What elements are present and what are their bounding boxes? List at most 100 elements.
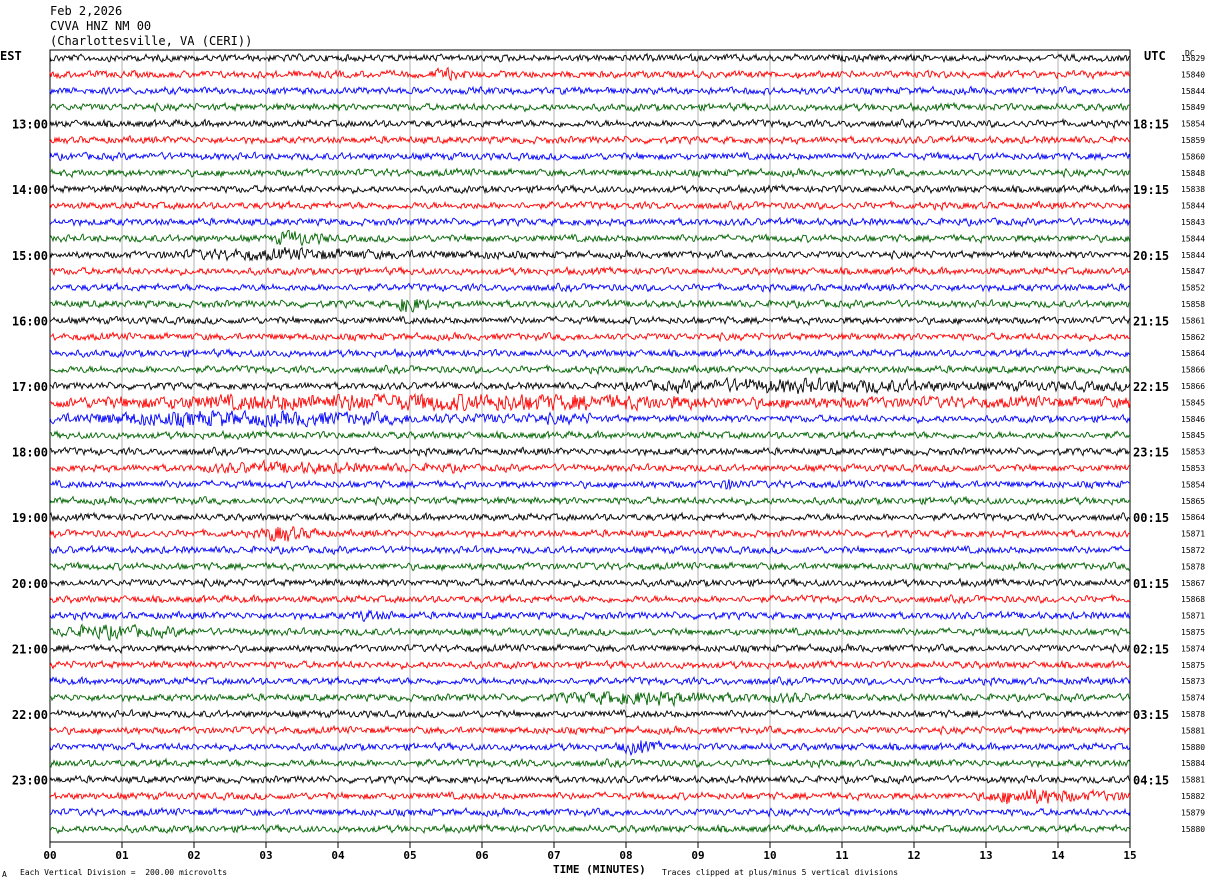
x-tick-label: 14 <box>1051 849 1065 862</box>
x-tick-label: 15 <box>1123 849 1136 862</box>
dc-offset-label: 15865 <box>1181 497 1205 506</box>
dc-offset-label: 15861 <box>1181 316 1205 325</box>
dc-offset-label: 15875 <box>1181 661 1205 670</box>
left-hour-label: 14:00 <box>12 183 48 197</box>
seismic-trace-39 <box>49 691 1131 708</box>
dc-offset-label: 15880 <box>1181 743 1205 752</box>
dc-offset-label: 15874 <box>1181 644 1205 653</box>
dc-offset-label: 15884 <box>1181 759 1205 768</box>
seismic-trace-35 <box>49 623 1131 641</box>
left-hour-label: 15:00 <box>12 249 48 263</box>
dc-offset-label: 15854 <box>1181 120 1205 129</box>
seismic-trace-26 <box>49 478 1130 491</box>
seismic-trace-46 <box>49 806 1131 818</box>
seismic-trace-21 <box>49 392 1131 413</box>
x-tick-label: 07 <box>547 849 560 862</box>
dc-offset-label: 15844 <box>1181 87 1205 96</box>
dc-offset-label: 15844 <box>1181 234 1205 243</box>
x-axis-title: TIME (MINUTES) <box>553 863 646 876</box>
dc-offset-label: 15860 <box>1181 152 1205 161</box>
seismic-trace-31 <box>49 560 1131 573</box>
seismic-trace-12 <box>49 246 1131 262</box>
right-timezone-label: UTC <box>1144 49 1166 63</box>
seismic-trace-24 <box>49 445 1130 458</box>
dc-offset-label: 15879 <box>1181 808 1205 817</box>
right-hour-label: 22:15 <box>1133 380 1169 394</box>
seismic-trace-17 <box>49 331 1131 343</box>
dc-offset-label: 15845 <box>1181 398 1205 407</box>
seismic-trace-13 <box>49 265 1131 277</box>
right-hour-label: 04:15 <box>1133 774 1169 788</box>
dc-offset-label: 15864 <box>1181 349 1205 358</box>
seismic-trace-8 <box>49 183 1131 195</box>
x-tick-label: 09 <box>691 849 704 862</box>
seismic-trace-6 <box>49 151 1131 162</box>
seismic-trace-1 <box>49 66 1131 82</box>
dc-offset-label: 15878 <box>1181 710 1205 719</box>
seismic-trace-5 <box>49 134 1131 146</box>
right-hour-label: 21:15 <box>1133 314 1169 328</box>
seismic-trace-10 <box>49 216 1131 228</box>
x-tick-label: 12 <box>907 849 920 862</box>
seismic-trace-42 <box>49 740 1131 757</box>
dc-offset-label: 15846 <box>1181 415 1205 424</box>
right-hour-label: 18:15 <box>1133 118 1169 132</box>
seismic-trace-23 <box>49 429 1131 441</box>
seismic-trace-28 <box>49 511 1131 523</box>
seismic-trace-30 <box>49 544 1131 556</box>
header-station: CVVA HNZ NM 00 <box>50 19 152 33</box>
header-location: (Charlottesville, VA (CERI)) <box>50 34 253 48</box>
dc-offset-label: 15843 <box>1181 218 1205 227</box>
right-hour-label: 02:15 <box>1133 642 1169 656</box>
dc-offset-label: 15867 <box>1181 579 1205 588</box>
left-timezone-label: EST <box>0 49 22 63</box>
dc-offset-label: 15881 <box>1181 776 1205 785</box>
x-tick-label: 13 <box>979 849 992 862</box>
x-tick-label: 03 <box>259 849 272 862</box>
x-tick-label: 05 <box>403 849 416 862</box>
dc-offset-label: 15862 <box>1181 333 1205 342</box>
header-date: Feb 2,2026 <box>50 4 123 18</box>
left-hour-label: 21:00 <box>12 642 48 656</box>
seismic-trace-37 <box>49 659 1131 671</box>
right-hour-label: 23:15 <box>1133 446 1169 460</box>
seismic-trace-40 <box>49 708 1131 720</box>
x-tick-label: 02 <box>187 849 200 862</box>
dc-offset-label: 15871 <box>1181 612 1205 621</box>
left-hour-label: 17:00 <box>12 380 48 394</box>
right-hour-label: 19:15 <box>1133 183 1169 197</box>
dc-offset-label: 15872 <box>1181 546 1205 555</box>
seismic-trace-7 <box>49 167 1130 179</box>
dc-offset-label: 15853 <box>1181 448 1205 457</box>
seismic-trace-19 <box>49 363 1131 376</box>
x-tick-label: 00 <box>43 849 56 862</box>
left-hour-label: 19:00 <box>12 511 48 525</box>
seismic-trace-44 <box>49 774 1131 785</box>
dc-column-label: DC <box>1185 49 1195 58</box>
dc-offset-label: 15866 <box>1181 366 1205 375</box>
seismic-trace-11 <box>49 229 1131 247</box>
seismic-trace-0 <box>49 52 1131 64</box>
seismic-trace-33 <box>49 593 1131 605</box>
dc-offset-label: 15853 <box>1181 464 1205 473</box>
left-hour-label: 18:00 <box>12 446 48 460</box>
right-hour-label: 20:15 <box>1133 249 1169 263</box>
x-tick-label: 06 <box>475 849 489 862</box>
dc-offset-label: 15871 <box>1181 530 1205 539</box>
seismic-trace-3 <box>49 101 1131 113</box>
dc-offset-label: 15847 <box>1181 267 1205 276</box>
right-hour-label: 03:15 <box>1133 708 1169 722</box>
dc-offset-label: 15878 <box>1181 562 1205 571</box>
seismic-trace-4 <box>49 117 1131 130</box>
plot-frame <box>49 49 1131 843</box>
dc-offset-label: 15852 <box>1181 284 1205 293</box>
seismic-trace-36 <box>49 642 1131 655</box>
x-tick-label: 08 <box>619 849 632 862</box>
seismic-trace-34 <box>49 609 1131 623</box>
seismic-trace-29 <box>49 525 1131 543</box>
x-tick-label: 10 <box>763 849 776 862</box>
dc-offset-label: 15864 <box>1181 513 1205 522</box>
x-tick-label: 04 <box>331 849 345 862</box>
dc-offset-label: 15868 <box>1181 595 1205 604</box>
